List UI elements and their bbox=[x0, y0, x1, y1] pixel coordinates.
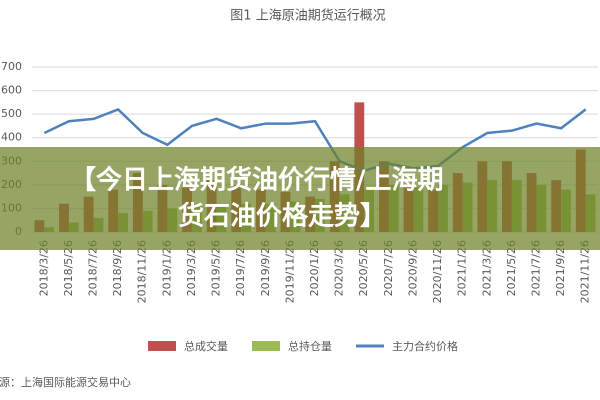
x-tick-label: 2020/5/26 bbox=[357, 240, 370, 296]
legend-swatch bbox=[252, 341, 280, 351]
x-tick-label: 2019/9/26 bbox=[259, 240, 272, 296]
x-tick-label: 2019/1/26 bbox=[160, 240, 173, 296]
banner-bg bbox=[0, 147, 600, 250]
legend-swatch bbox=[148, 341, 176, 351]
y-tick-label: 700 bbox=[1, 60, 22, 73]
legend-label: 主力合约价格 bbox=[392, 339, 458, 353]
x-tick-label: 2021/5/26 bbox=[505, 240, 518, 296]
banner-text: 【今日上海期货油价行情/上海期 bbox=[70, 165, 444, 196]
x-tick-label: 2020/3/26 bbox=[333, 240, 346, 296]
x-tick-label: 2021/3/26 bbox=[480, 240, 493, 296]
y-tick-label: 400 bbox=[1, 131, 22, 144]
x-tick-label: 2021/1/26 bbox=[456, 240, 469, 296]
source-note: 来源：上海国际能源交易中心 bbox=[0, 375, 131, 389]
x-tick-label: 2021/9/26 bbox=[554, 240, 567, 296]
y-tick-label: 600 bbox=[1, 84, 22, 97]
x-tick-label: 2020/7/26 bbox=[382, 240, 395, 296]
y-tick-label: 500 bbox=[1, 107, 22, 120]
chart-title: 图1 上海原油期货运行概况 bbox=[230, 8, 385, 24]
x-tick-label: 2019/5/26 bbox=[210, 240, 223, 296]
x-tick-label: 2018/7/26 bbox=[87, 240, 100, 296]
price-line bbox=[43, 107, 587, 173]
legend-label: 总成交量 bbox=[184, 339, 228, 353]
banner-text: 货石油价格走势】 bbox=[178, 201, 386, 232]
x-tick-label: 2020/1/26 bbox=[308, 240, 321, 296]
x-tick-label: 2018/5/26 bbox=[62, 240, 75, 296]
x-tick-label: 2019/7/26 bbox=[234, 240, 247, 296]
x-tick-label: 2020/9/26 bbox=[406, 240, 419, 296]
x-tick-label: 2018/9/26 bbox=[111, 240, 124, 296]
x-tick-label: 2019/11/26 bbox=[283, 240, 296, 303]
x-tick-label: 2021/7/26 bbox=[529, 240, 542, 296]
x-tick-label: 2021/11/26 bbox=[579, 240, 592, 303]
x-tick-label: 2020/11/26 bbox=[431, 240, 444, 303]
x-tick-label: 2018/3/26 bbox=[37, 240, 50, 296]
x-tick-label: 2018/11/26 bbox=[136, 240, 149, 303]
x-tick-label: 2019/3/26 bbox=[185, 240, 198, 296]
legend-label: 总持仓量 bbox=[288, 339, 332, 353]
